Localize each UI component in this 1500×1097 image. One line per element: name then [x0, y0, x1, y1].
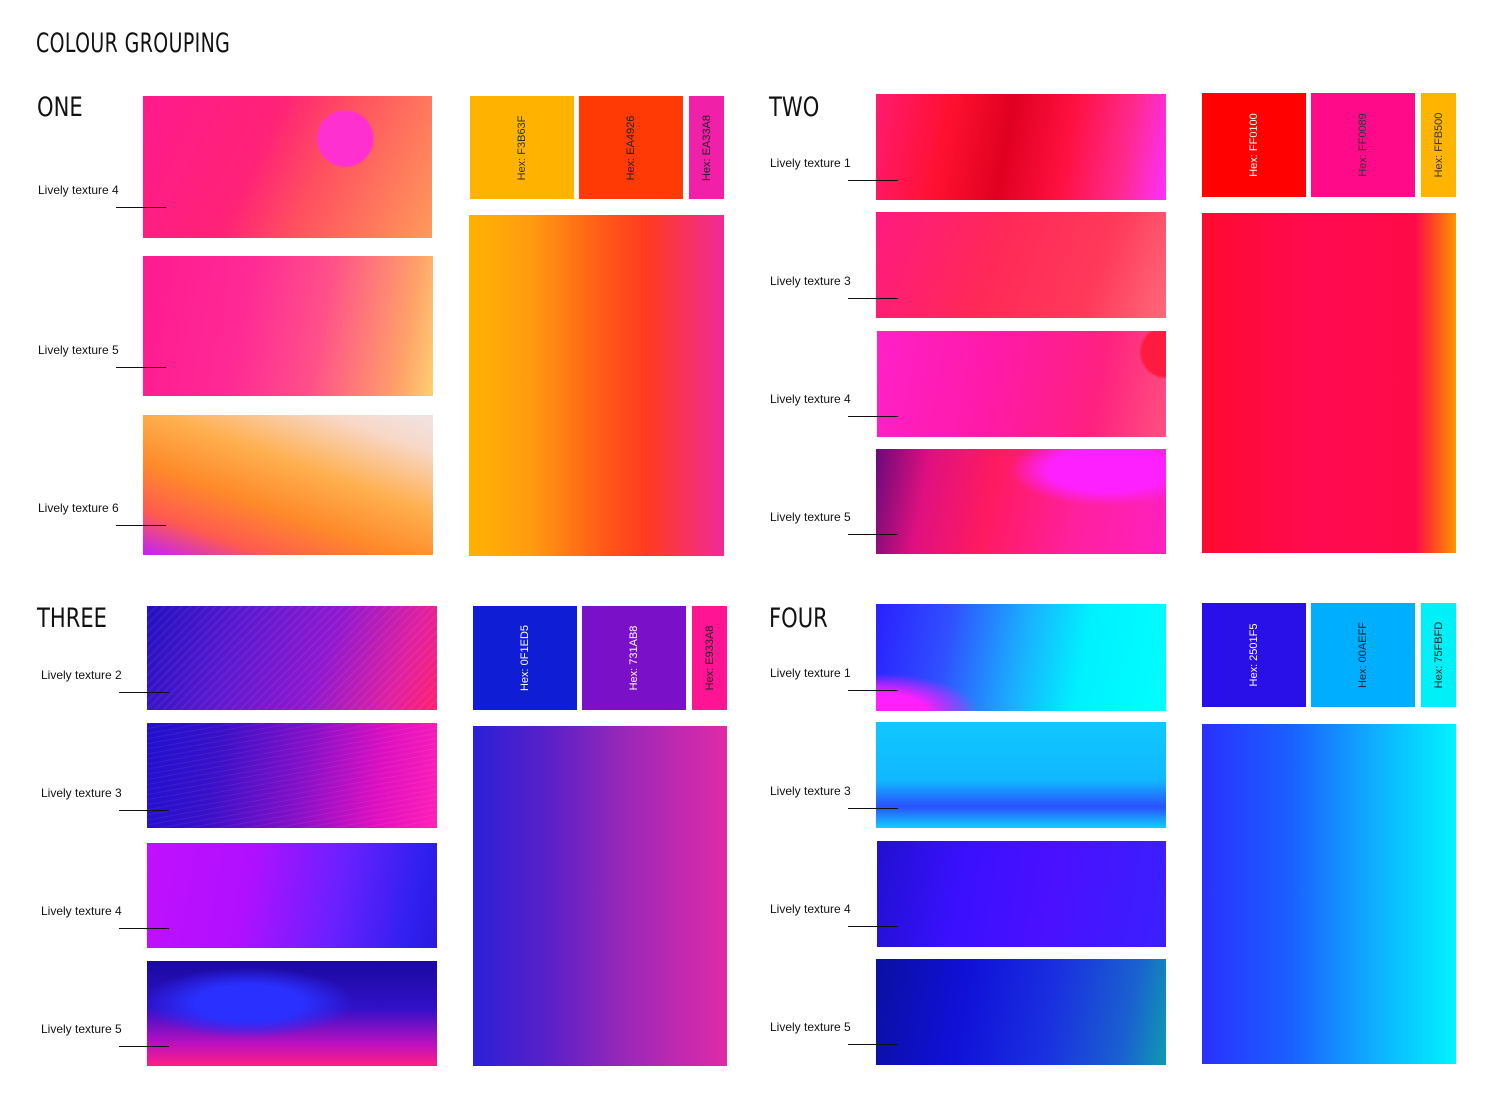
texture-label: Lively texture 1	[770, 156, 851, 170]
leader-line	[848, 180, 898, 181]
texture-label: Lively texture 5	[770, 1020, 851, 1034]
colour-swatch: Hex: E933A8	[692, 606, 727, 710]
texture-image	[143, 256, 433, 396]
hex-label: Hex: 2501F5	[1248, 623, 1260, 687]
hex-label: Hex: 0F1ED5	[519, 624, 531, 692]
texture-image	[876, 722, 1166, 828]
colour-swatch: Hex: F3B63F	[470, 96, 574, 199]
hex-label: Hex: EA4926	[625, 115, 637, 180]
colour-swatch: Hex: 731AB8	[582, 606, 686, 710]
hex-label: Hex: 75FBFD	[1432, 621, 1445, 689]
texture-image	[143, 96, 432, 238]
leader-line	[119, 928, 169, 929]
texture-label: Lively texture 5	[41, 1022, 122, 1036]
hex-label: Hex: FFB500	[1432, 112, 1445, 178]
hex-label: Hex: E933A8	[703, 625, 716, 691]
texture-image	[147, 723, 437, 828]
leader-line	[848, 808, 898, 809]
texture-image	[147, 606, 437, 710]
leader-line	[848, 1044, 898, 1045]
colour-swatch: Hex: 0F1ED5	[473, 606, 577, 710]
group-title: TWO	[769, 92, 820, 123]
hex-label: Hex: F3B63F	[516, 115, 528, 180]
texture-label: Lively texture 1	[770, 666, 851, 680]
leader-line	[848, 690, 898, 691]
hex-label: Hex: FF0100	[1248, 113, 1260, 177]
group-title: ONE	[37, 92, 83, 123]
colour-swatch: Hex: FF0089	[1311, 93, 1415, 197]
hex-label: Hex: 731AB8	[628, 625, 640, 691]
texture-image	[143, 415, 433, 555]
texture-label: Lively texture 4	[770, 902, 851, 916]
colour-swatch: Hex: FF0100	[1202, 93, 1306, 197]
texture-image	[877, 841, 1166, 947]
colour-swatch: Hex: 75FBFD	[1421, 603, 1456, 707]
texture-label: Lively texture 3	[770, 274, 851, 288]
colour-swatch: Hex: 2501F5	[1202, 603, 1306, 707]
hex-label: Hex: EA33A8	[700, 114, 713, 181]
colour-swatch: Hex: FFB500	[1421, 93, 1456, 197]
texture-image	[877, 331, 1166, 437]
leader-line	[848, 926, 898, 927]
colour-gradient	[1202, 724, 1456, 1064]
hex-label: Hex: FF0089	[1357, 113, 1369, 177]
colour-swatch: Hex: 00AEFF	[1311, 603, 1415, 707]
leader-line	[116, 525, 166, 526]
leader-line	[119, 1046, 169, 1047]
group-title: FOUR	[769, 603, 828, 634]
texture-image	[876, 449, 1166, 554]
texture-label: Lively texture 4	[38, 183, 119, 197]
colour-gradient	[1202, 213, 1456, 553]
leader-line	[848, 416, 898, 417]
colour-swatch: Hex: EA33A8	[689, 96, 724, 199]
hex-label: Hex: 00AEFF	[1357, 621, 1369, 689]
page-title: COLOUR GROUPING	[36, 28, 231, 59]
texture-image	[876, 212, 1166, 318]
texture-label: Lively texture 3	[770, 784, 851, 798]
texture-label: Lively texture 3	[41, 786, 122, 800]
texture-label: Lively texture 5	[770, 510, 851, 524]
leader-line	[848, 534, 898, 535]
texture-label: Lively texture 6	[38, 501, 119, 515]
texture-label: Lively texture 4	[41, 904, 122, 918]
colour-gradient	[469, 215, 724, 556]
texture-image	[876, 959, 1166, 1065]
texture-label: Lively texture 5	[38, 343, 119, 357]
leader-line	[848, 298, 898, 299]
leader-line	[119, 692, 169, 693]
texture-image	[147, 961, 437, 1066]
leader-line	[116, 207, 166, 208]
texture-image	[876, 94, 1166, 200]
colour-swatch: Hex: EA4926	[579, 96, 683, 199]
texture-label: Lively texture 4	[770, 392, 851, 406]
leader-line	[116, 367, 166, 368]
colour-gradient	[473, 726, 727, 1066]
texture-label: Lively texture 2	[41, 668, 122, 682]
texture-image	[876, 604, 1166, 711]
group-title: THREE	[37, 603, 107, 634]
texture-image	[147, 843, 437, 948]
leader-line	[119, 810, 169, 811]
